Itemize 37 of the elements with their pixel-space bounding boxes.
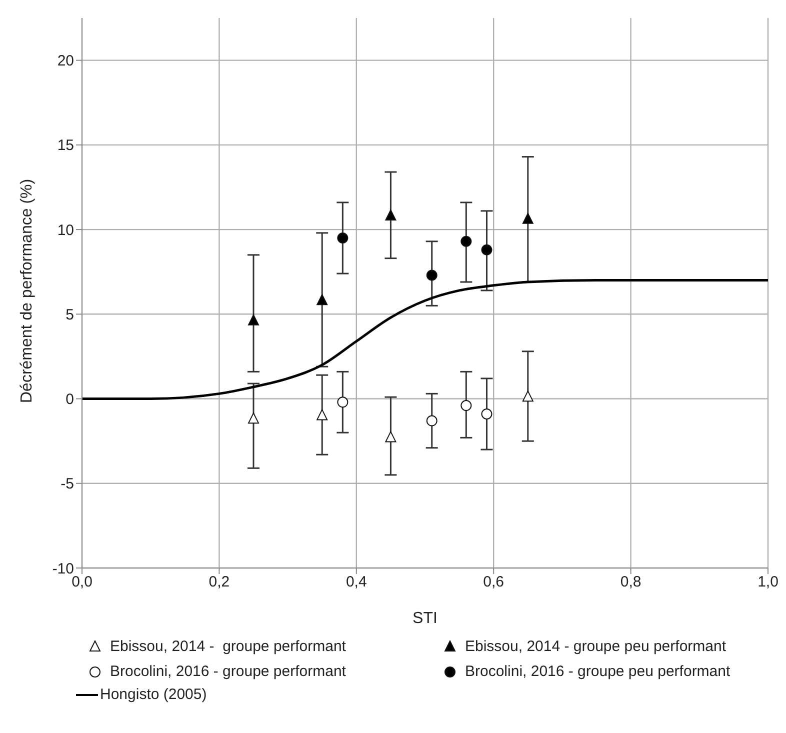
y-tick-label: 0 [66,391,74,408]
point [337,232,348,244]
point [316,294,328,306]
x-tick-label: 1,0 [758,574,778,591]
point [481,244,492,256]
point [522,212,534,224]
x-tick-label: 0,6 [483,574,504,591]
line-series [82,279,768,400]
legend-label: Ebissou, 2014 - groupe performant [110,638,346,655]
y-tick-label: 5 [66,306,74,324]
point [522,390,534,402]
y-tick-label: 20 [57,52,74,70]
y-tick-label: 15 [57,137,74,154]
point [426,270,438,281]
point [460,400,472,412]
legend-label: Brocolini, 2016 - groupe performant [110,663,346,680]
point [460,236,472,247]
x-tick-label: 0,8 [620,574,642,591]
x-tick-label: 0,4 [346,574,367,591]
legend-label: Ebissou, 2014 - groupe peu performant [465,638,726,655]
point [426,415,438,426]
y-axis-title: Décrément de performance (%) [18,178,36,403]
x-tick-label: 0,0 [72,574,92,591]
legend-label: Brocolini, 2016 - groupe peu performant [465,663,730,680]
point [481,408,492,420]
point [248,314,259,326]
point [248,412,259,424]
point [385,210,396,220]
x-axis-title: STI [412,610,438,627]
x-tick-label: 0,2 [208,574,230,591]
y-tick-label: -5 [60,476,74,493]
y-tick-label: 10 [57,222,74,239]
y-tick-label: -10 [52,560,74,578]
point [337,396,348,408]
point [385,431,396,442]
legend-label: Hongisto (2005) [100,686,207,703]
point [316,409,328,420]
